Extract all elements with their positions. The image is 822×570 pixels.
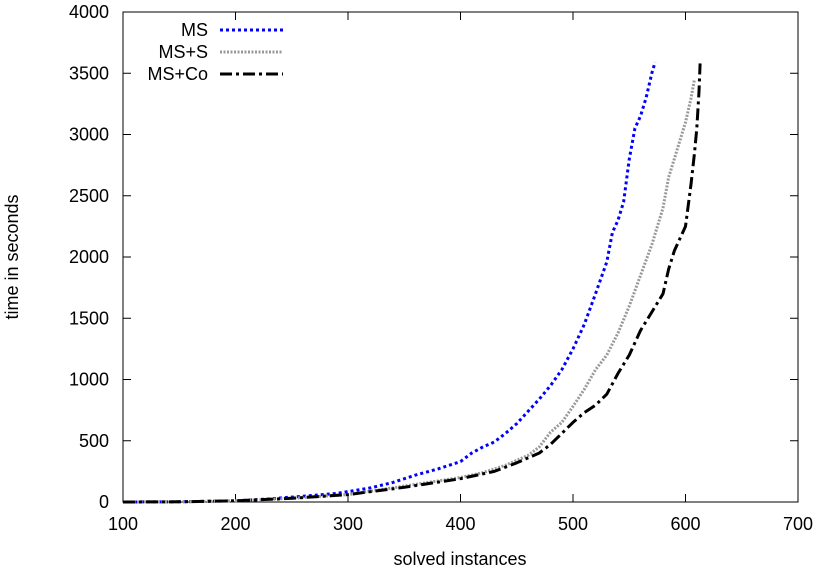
series-lines (122, 61, 702, 504)
x-tick-label: 600 (670, 514, 700, 534)
y-tick-label: 1500 (69, 308, 109, 328)
series-line-ms-co (122, 63, 702, 504)
tick-labels: 100 200 300 400 500 600 700 0 500 1000 1500 2000 250… (69, 2, 813, 534)
y-axis-title: time in seconds (2, 194, 22, 319)
y-tick-label: 3000 (69, 125, 109, 145)
x-tick-label: 200 (220, 514, 250, 534)
y-tick-label: 500 (79, 431, 109, 451)
x-tick-label: 300 (333, 514, 363, 534)
axis-ticks (122, 11, 799, 503)
y-tick-label: 4000 (69, 2, 109, 22)
x-tick-label: 700 (783, 514, 813, 534)
x-tick-label: 400 (445, 514, 475, 534)
x-tick-label: 100 (108, 514, 138, 534)
y-tick-label: 2000 (69, 247, 109, 267)
x-axis-title: solved instances (393, 549, 526, 569)
y-tick-label: 2500 (69, 186, 109, 206)
y-tick-label: 0 (99, 492, 109, 512)
x-tick-label: 500 (558, 514, 588, 534)
plot-frame (122, 11, 799, 503)
legend-label: MS+Co (147, 64, 208, 84)
series-line-ms (122, 61, 657, 504)
legend-label: MS (181, 20, 208, 40)
series-line-ms-s (122, 79, 696, 504)
legend-label: MS+S (158, 42, 208, 62)
y-tick-label: 3500 (69, 63, 109, 83)
y-tick-label: 1000 (69, 370, 109, 390)
